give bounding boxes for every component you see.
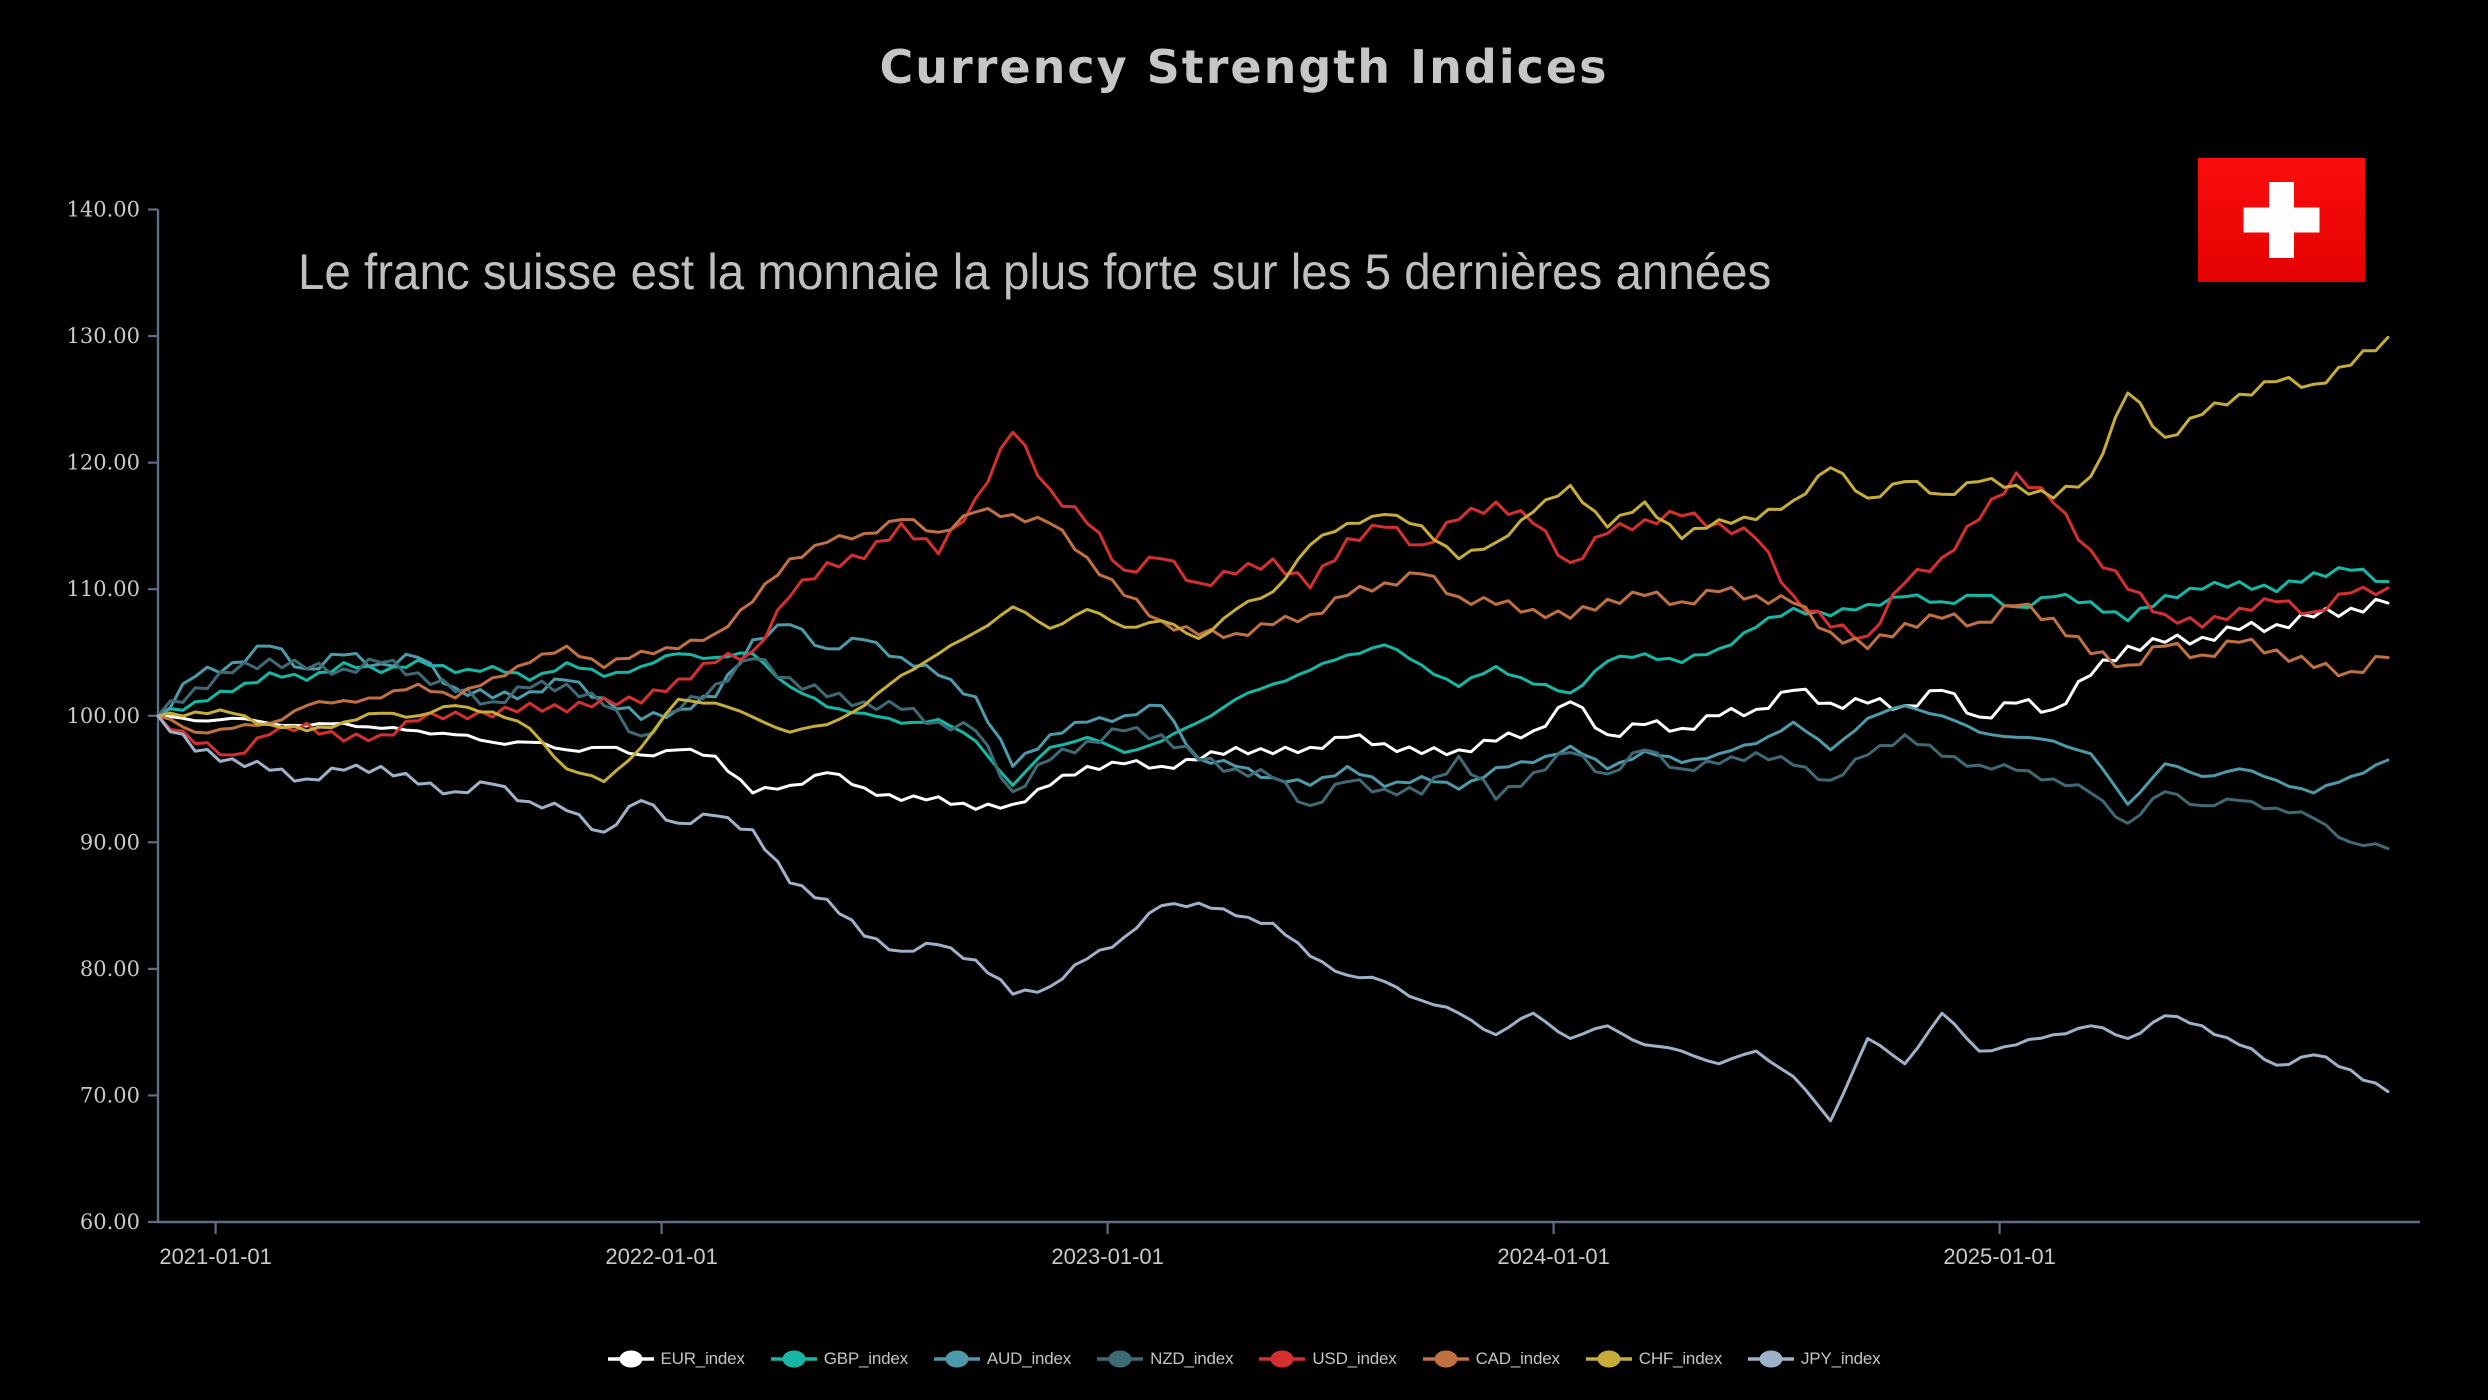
legend-marker-icon [607, 1350, 654, 1368]
y-tick-label: 110.00 [67, 577, 140, 601]
legend-label: AUD_index [986, 1349, 1072, 1368]
chart-title: Currency Strength Indices [879, 40, 1609, 94]
legend-label: JPY_index [1801, 1349, 1881, 1368]
flag-cross-horizontal [2243, 207, 2320, 233]
legend-item-USD_index[interactable]: USD_index [1259, 1348, 1397, 1370]
legend-marker-icon [1585, 1350, 1632, 1368]
legend-label: CAD_index [1475, 1349, 1560, 1368]
legend-item-GBP_index[interactable]: GBP_index [770, 1348, 908, 1370]
legend-item-EUR_index[interactable]: EUR_index [607, 1348, 745, 1370]
swiss-flag-icon [2198, 158, 2365, 282]
y-tick-label: 80.00 [80, 957, 140, 981]
legend-label: USD_index [1312, 1349, 1397, 1368]
x-tick-label: 2021-01-01 [159, 1244, 272, 1269]
series-line-EUR_index [156, 597, 2390, 811]
legend-marker-icon [1097, 1350, 1144, 1368]
series-line-CHF_index [156, 335, 2390, 784]
legend-item-CAD_index[interactable]: CAD_index [1422, 1348, 1560, 1370]
y-tick-label: 100.00 [67, 704, 140, 728]
y-tick-label: 130.00 [67, 324, 140, 348]
legend-label: GBP_index [823, 1349, 908, 1368]
y-tick-label: 70.00 [80, 1083, 140, 1107]
y-tick-label: 60.00 [80, 1210, 140, 1234]
x-tick-label: 2024-01-01 [1497, 1244, 1610, 1269]
legend-label: CHF_index [1638, 1349, 1722, 1368]
legend-item-AUD_index[interactable]: AUD_index [933, 1348, 1072, 1370]
legend-item-NZD_index[interactable]: NZD_index [1097, 1348, 1234, 1370]
legend-item-CHF_index[interactable]: CHF_index [1585, 1348, 1722, 1370]
chart-legend: EUR_index GBP_index AUD_index NZD_index USD_… [0, 1348, 2488, 1370]
legend-marker-icon [1748, 1350, 1794, 1368]
y-tick-label: 120.00 [67, 451, 140, 475]
legend-label: NZD_index [1150, 1349, 1234, 1368]
legend-marker-icon [933, 1350, 980, 1368]
legend-marker-icon [1422, 1350, 1469, 1368]
x-tick-label: 2025-01-01 [1943, 1244, 2056, 1269]
series-line-JPY_index [156, 714, 2390, 1123]
y-tick-label: 90.00 [80, 830, 140, 854]
legend-item-JPY_index[interactable]: JPY_index [1748, 1348, 1881, 1370]
chart-annotation: Le franc suisse est la monnaie la plus f… [298, 244, 1772, 300]
legend-label: EUR_index [660, 1349, 745, 1368]
series-line-NZD_index [156, 657, 2390, 851]
x-tick-label: 2022-01-01 [605, 1244, 718, 1269]
legend-marker-icon [1259, 1350, 1306, 1368]
y-tick-label: 140.00 [67, 198, 140, 222]
swiss-flag [2198, 158, 2365, 282]
x-tick-label: 2023-01-01 [1051, 1244, 1164, 1269]
series-line-USD_index [156, 430, 2390, 757]
series-line-CAD_index [156, 507, 2390, 735]
legend-marker-icon [770, 1350, 817, 1368]
